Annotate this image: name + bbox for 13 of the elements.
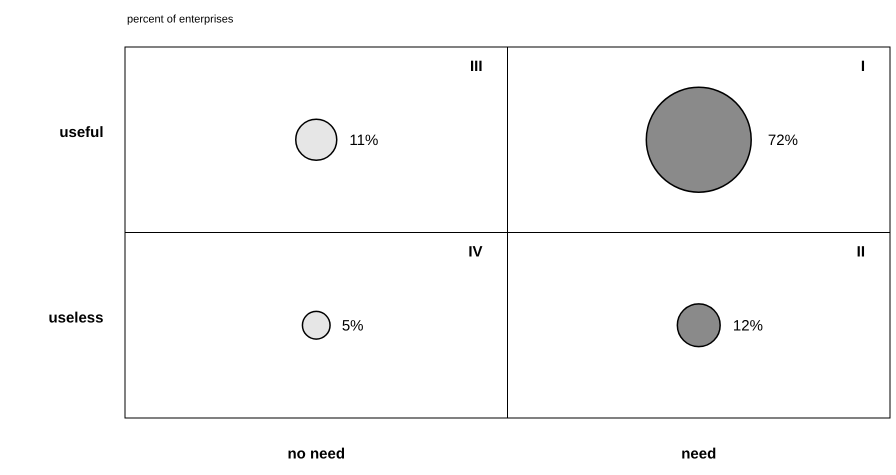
annotation: II: [856, 244, 865, 260]
annotation: IV: [468, 244, 482, 260]
data-label: 11%: [349, 132, 378, 149]
data-label: 12%: [732, 317, 763, 334]
y-tick-label: useless: [48, 309, 104, 326]
data-label: 5%: [342, 317, 364, 334]
annotation: I: [860, 58, 865, 75]
x-tick-label: no need: [287, 446, 346, 462]
data-label: 72%: [768, 132, 798, 149]
x-tick-label: need: [681, 446, 716, 462]
y-tick-label: useful: [59, 124, 104, 141]
annotation: III: [470, 58, 482, 75]
text: percent of enterprises: [127, 14, 234, 26]
